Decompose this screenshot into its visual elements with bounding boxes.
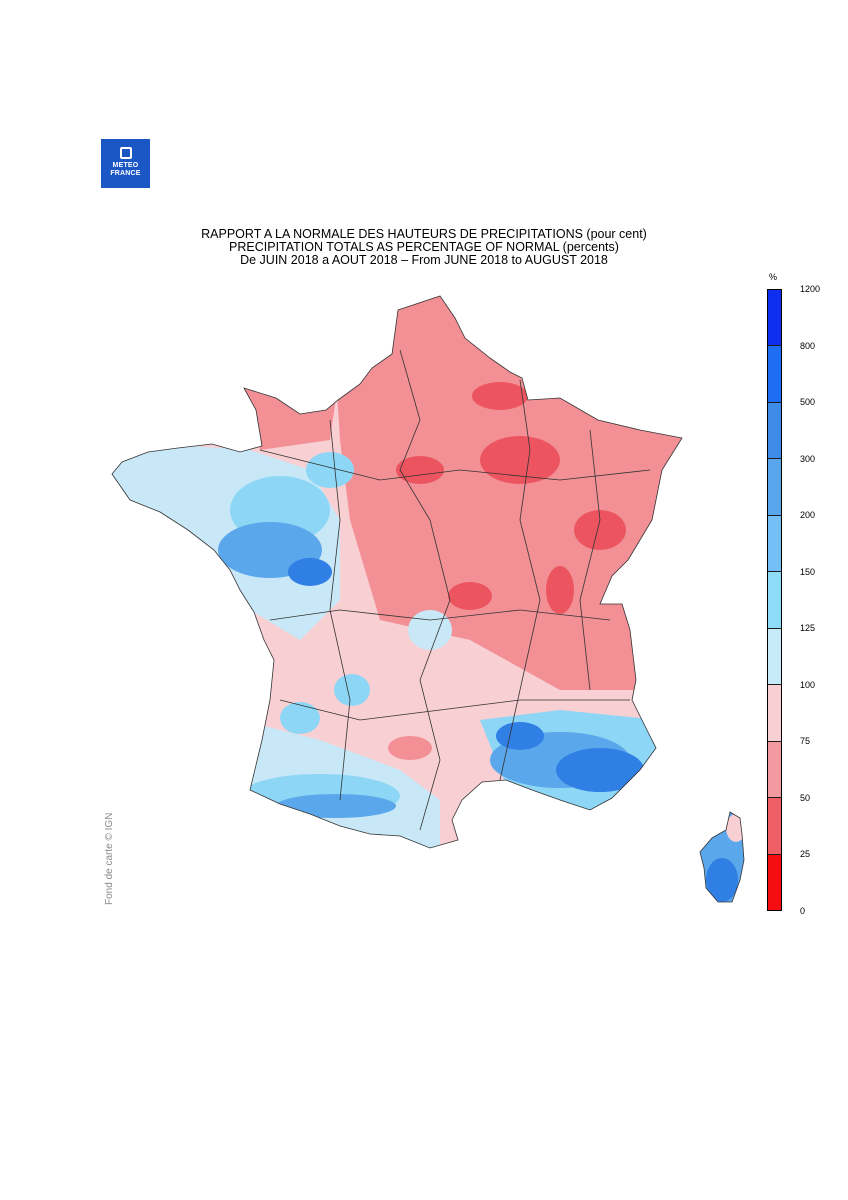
legend-segment <box>768 346 781 403</box>
legend-tick-label: 200 <box>800 510 816 521</box>
map-credit: Fond de carte © IGN <box>104 812 115 905</box>
legend-tick-label: 1200 <box>800 284 821 294</box>
legend-tick-labels: 1200 800 500 300 200 150 125 100 75 50 25 0 <box>800 284 840 916</box>
legend-tick-label: 0 <box>800 906 806 916</box>
legend-segment <box>768 741 781 799</box>
region-borders <box>111 295 745 903</box>
map-title-block: RAPPORT A LA NORMALE DES HAUTEURS DE PRE… <box>100 228 748 267</box>
legend-tick-label: 150 <box>800 566 816 577</box>
legend-tick-label: 75 <box>800 736 811 747</box>
legend-tick-label: 25 <box>800 849 811 860</box>
legend-segment <box>768 798 781 855</box>
legend-segment <box>768 572 781 629</box>
legend-segment <box>768 402 781 460</box>
title-line-2: PRECIPITATION TOTALS AS PERCENTAGE OF NO… <box>229 240 619 254</box>
title-line-3: De JUIN 2018 a AOUT 2018 – From JUNE 201… <box>240 253 608 267</box>
legend-segment <box>768 685 781 742</box>
legend-tick-label: 300 <box>800 453 816 464</box>
legend-segment <box>768 628 781 686</box>
legend-colorbar <box>767 289 782 911</box>
meteo-france-logo: METEO FRANCE <box>101 139 150 188</box>
legend-segment <box>768 854 781 910</box>
logo-text-line2: FRANCE <box>110 170 141 177</box>
legend-tick-label: 125 <box>800 623 816 634</box>
precipitation-fill <box>112 296 744 902</box>
legend-tick-label: 800 <box>800 340 816 351</box>
title-line-1: RAPPORT A LA NORMALE DES HAUTEURS DE PRE… <box>201 227 647 241</box>
legend-segment <box>768 290 781 347</box>
legend-tick-label: 100 <box>800 679 816 690</box>
legend-segment <box>768 459 781 516</box>
legend-tick-label: 500 <box>800 397 816 408</box>
legend-segment <box>768 515 781 573</box>
logo-text-line1: METEO <box>112 162 139 169</box>
legend-unit: % <box>769 272 778 282</box>
logo-mark-icon <box>119 147 132 159</box>
legend-tick-label: 50 <box>800 792 811 803</box>
